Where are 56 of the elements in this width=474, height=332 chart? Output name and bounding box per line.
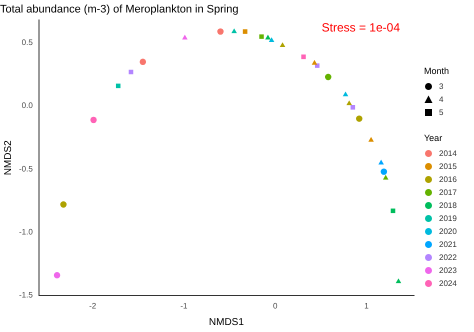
- y-axis-title: NMDS2: [2, 140, 14, 176]
- point: [231, 28, 237, 34]
- point: [116, 84, 120, 88]
- annotation: Stress = 1e-04: [322, 20, 400, 35]
- point: [324, 74, 332, 80]
- point: [301, 54, 306, 60]
- point: [390, 208, 396, 214]
- legend-label: 2024: [438, 278, 458, 290]
- x-tick-label: 1: [364, 301, 370, 310]
- point: [259, 34, 264, 39]
- point: [346, 100, 352, 106]
- point: [342, 91, 348, 96]
- legend-label: 2018: [438, 200, 458, 212]
- point: [182, 34, 188, 40]
- chart-title: Total abundance (m-3) of Meroplankton in Spring: [0, 4, 238, 16]
- legend-title: Year: [424, 133, 444, 143]
- point: [382, 174, 388, 180]
- legend-label: 2021: [438, 239, 458, 251]
- legend-label: 2022: [438, 252, 458, 264]
- y-tick-label: 0.5: [22, 38, 34, 48]
- x-axis-title: NMDS1: [208, 316, 244, 328]
- legend-label: 2017: [438, 187, 458, 199]
- x-tick-label: -2: [89, 301, 97, 310]
- point: [380, 168, 388, 175]
- x-tick-label: 0: [273, 301, 278, 310]
- y-tick-label: -0.5: [18, 164, 34, 174]
- point: [368, 136, 374, 142]
- point: [356, 115, 362, 122]
- point: [350, 105, 356, 110]
- legend-label: 4: [438, 94, 444, 106]
- point: [396, 278, 402, 284]
- legend-label: 2019: [438, 213, 458, 225]
- point: [140, 58, 146, 66]
- point: [314, 63, 320, 68]
- point: [60, 201, 67, 208]
- point: [378, 160, 384, 164]
- text: Month: [424, 66, 450, 76]
- point: [280, 42, 286, 48]
- legend-label: 2020: [438, 226, 458, 238]
- legend-label: 2015: [438, 161, 458, 173]
- y-tick-label: -1.5: [18, 290, 34, 300]
- legend-label: 2014: [438, 148, 458, 160]
- legend-label: 3: [438, 81, 444, 93]
- point: [268, 37, 274, 42]
- x-tick-label: -1: [180, 301, 188, 310]
- point: [242, 29, 248, 34]
- legend-label: 2016: [438, 174, 458, 186]
- y-tick-label: 0.0: [22, 101, 34, 110]
- legend-label: 2023: [438, 265, 458, 277]
- point: [128, 70, 134, 74]
- point: [90, 116, 97, 124]
- point: [265, 34, 271, 40]
- point: [217, 28, 224, 35]
- y-tick-label: -1.0: [18, 227, 34, 236]
- legend-label: 5: [438, 107, 444, 119]
- point: [54, 272, 60, 278]
